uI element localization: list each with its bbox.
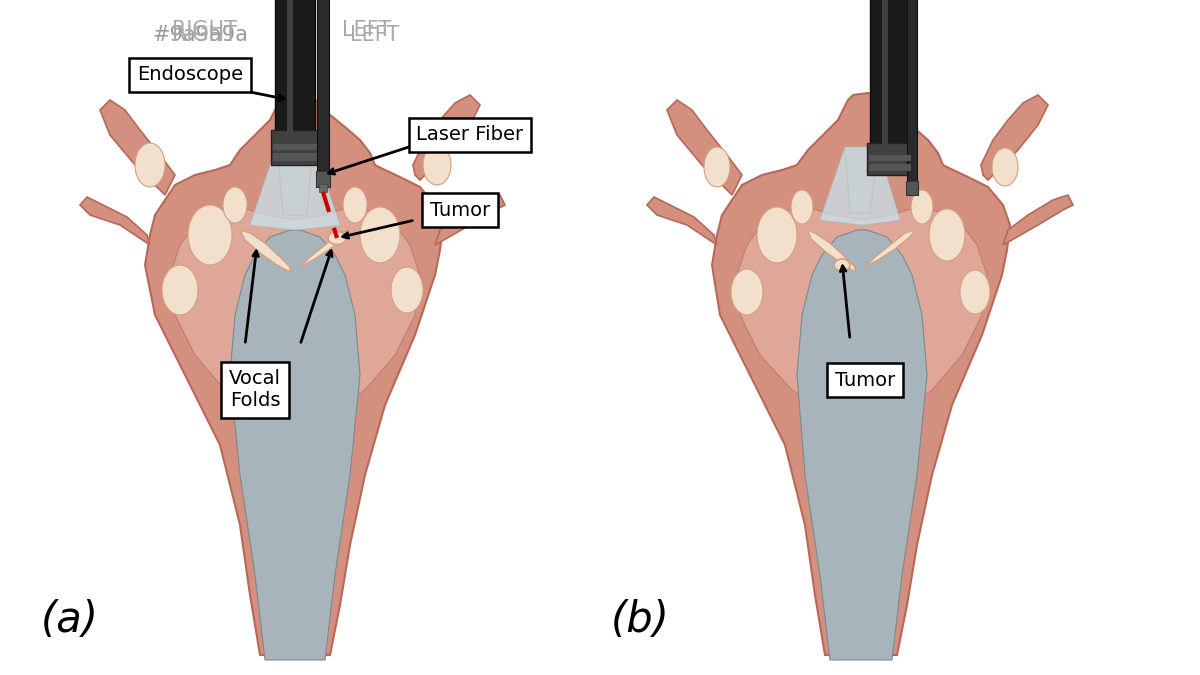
Polygon shape [100, 100, 175, 195]
Polygon shape [845, 147, 878, 213]
FancyBboxPatch shape [906, 181, 918, 195]
Polygon shape [230, 230, 360, 660]
Polygon shape [170, 207, 420, 415]
Polygon shape [277, 145, 313, 215]
FancyBboxPatch shape [869, 155, 911, 161]
Ellipse shape [328, 232, 346, 244]
FancyBboxPatch shape [316, 171, 330, 187]
FancyBboxPatch shape [319, 184, 326, 192]
Text: LEFT: LEFT [350, 25, 400, 45]
Ellipse shape [704, 147, 730, 187]
Ellipse shape [360, 207, 400, 263]
Ellipse shape [424, 145, 451, 185]
Ellipse shape [391, 267, 424, 313]
Polygon shape [712, 93, 1010, 655]
Polygon shape [797, 230, 928, 660]
FancyBboxPatch shape [271, 130, 319, 165]
FancyBboxPatch shape [287, 0, 293, 135]
Text: #9a9a9a: #9a9a9a [152, 25, 248, 45]
Polygon shape [737, 207, 986, 415]
Ellipse shape [343, 187, 367, 223]
Text: Tumor: Tumor [835, 371, 895, 389]
Ellipse shape [162, 265, 198, 315]
FancyBboxPatch shape [907, 0, 917, 183]
Polygon shape [80, 197, 150, 245]
Text: Vocal
Folds: Vocal Folds [229, 369, 281, 410]
Ellipse shape [731, 269, 763, 315]
Polygon shape [667, 100, 742, 195]
FancyBboxPatch shape [317, 0, 329, 175]
Text: (b): (b) [611, 599, 670, 641]
Ellipse shape [188, 205, 232, 265]
Polygon shape [1003, 195, 1073, 245]
Polygon shape [436, 195, 505, 245]
FancyBboxPatch shape [866, 143, 913, 175]
FancyBboxPatch shape [274, 153, 317, 161]
Polygon shape [145, 93, 443, 655]
Ellipse shape [834, 259, 850, 271]
Text: LEFT: LEFT [342, 20, 391, 40]
Polygon shape [820, 147, 900, 225]
Polygon shape [300, 230, 350, 267]
Text: (a): (a) [41, 599, 98, 641]
Polygon shape [240, 230, 290, 272]
Ellipse shape [911, 190, 934, 224]
FancyBboxPatch shape [882, 0, 888, 147]
Text: RIGHT: RIGHT [173, 20, 238, 40]
Polygon shape [808, 230, 854, 272]
Polygon shape [982, 95, 1048, 180]
Polygon shape [647, 197, 718, 245]
Polygon shape [865, 230, 916, 267]
Text: Endoscope: Endoscope [137, 65, 244, 84]
FancyBboxPatch shape [869, 164, 911, 171]
Ellipse shape [134, 143, 166, 187]
Text: Tumor: Tumor [430, 200, 490, 219]
FancyBboxPatch shape [274, 144, 317, 150]
Polygon shape [250, 145, 340, 230]
FancyBboxPatch shape [870, 0, 910, 147]
FancyBboxPatch shape [275, 0, 314, 135]
Ellipse shape [791, 190, 814, 224]
Ellipse shape [757, 207, 797, 263]
Ellipse shape [223, 187, 247, 223]
Ellipse shape [960, 270, 990, 314]
Text: Laser Fiber: Laser Fiber [416, 126, 523, 144]
Text: RIGHT: RIGHT [173, 25, 238, 45]
Ellipse shape [992, 148, 1018, 186]
Ellipse shape [929, 209, 965, 261]
Polygon shape [413, 95, 480, 180]
